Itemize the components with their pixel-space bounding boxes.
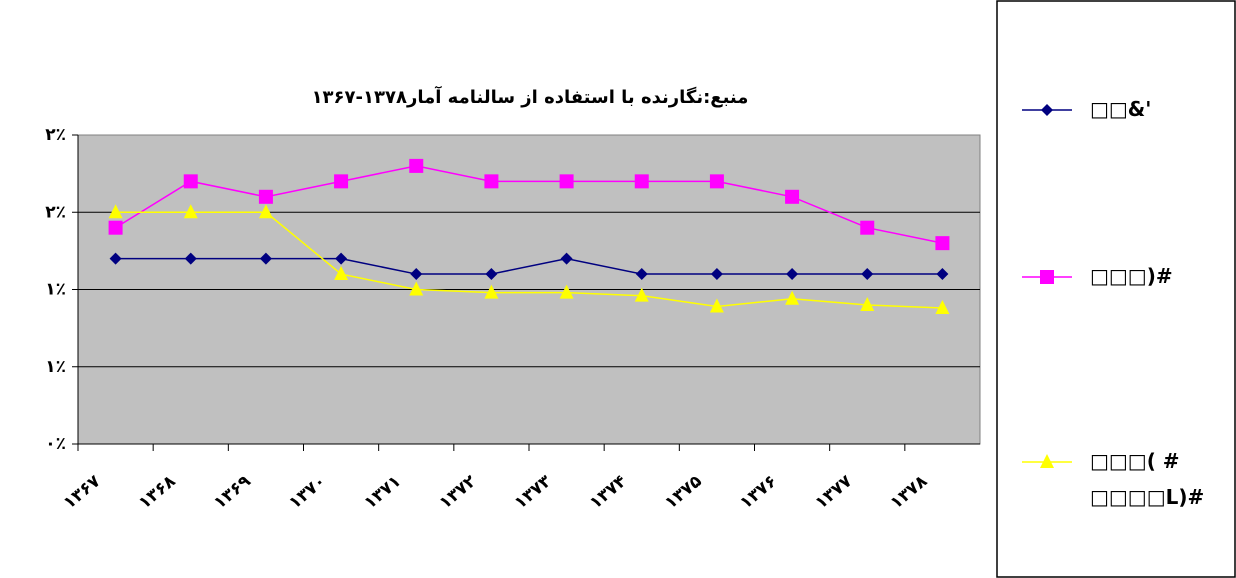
x-tick-label: ۱۳۷۲ xyxy=(436,471,481,513)
marker xyxy=(935,236,950,251)
marker xyxy=(1040,454,1054,468)
marker xyxy=(258,189,273,204)
y-tick-label: ۱٪ xyxy=(45,357,66,377)
marker xyxy=(108,220,123,235)
series-line xyxy=(115,257,943,275)
marker xyxy=(335,252,348,265)
x-tick-label: ۱۳۷۵ xyxy=(661,471,706,513)
marker xyxy=(710,268,723,281)
legend-label: □□□)# xyxy=(1090,264,1173,288)
marker xyxy=(635,268,648,281)
x-tick-label: ۱۳۷۴ xyxy=(586,471,631,513)
legend-box xyxy=(996,0,1236,578)
marker xyxy=(935,300,950,315)
legend-label: □□□( # □□□□L)# xyxy=(1090,449,1204,509)
marker xyxy=(860,296,875,311)
marker xyxy=(484,284,499,299)
marker xyxy=(709,298,724,313)
marker xyxy=(258,204,273,219)
marker xyxy=(559,174,574,189)
x-tick-label: ۱۳۶۹ xyxy=(210,471,255,513)
marker xyxy=(559,284,574,299)
x-tick-label: ۱۳۷۷ xyxy=(811,471,856,513)
legend-label: □□&' xyxy=(1090,97,1151,121)
marker xyxy=(334,174,349,189)
marker xyxy=(184,252,197,265)
marker xyxy=(786,268,799,281)
x-tick-label: ۱۳۶۷ xyxy=(60,471,105,513)
marker xyxy=(485,268,498,281)
y-tick-label: ۲٪ xyxy=(45,202,66,222)
x-tick-label: ۱۳۷۳ xyxy=(511,471,556,513)
x-tick-label: ۱۳۷۱ xyxy=(360,471,405,513)
marker xyxy=(785,290,800,305)
legend-line-text: □□□□L)# xyxy=(1090,485,1204,509)
marker xyxy=(709,174,724,189)
marker xyxy=(861,268,874,281)
y-tick-label: ۱٪ xyxy=(45,280,66,300)
marker xyxy=(634,174,649,189)
series-line xyxy=(115,165,943,244)
marker xyxy=(334,266,349,281)
marker xyxy=(410,268,423,281)
marker xyxy=(1040,270,1054,284)
legend-line-text: □□□( # xyxy=(1090,449,1180,473)
marker xyxy=(560,252,573,265)
marker xyxy=(108,204,123,219)
x-tick-label: ۱۳۷۸ xyxy=(887,471,932,513)
marker xyxy=(409,281,424,296)
legend-line-text: □□□)# xyxy=(1090,264,1173,288)
marker xyxy=(409,158,424,173)
chart-title: منبع:نگارنده با استفاده از سالنامه آمار۱… xyxy=(312,85,749,108)
marker xyxy=(634,287,649,302)
marker xyxy=(785,189,800,204)
marker xyxy=(109,252,122,265)
x-tick-label: ۱۳۷۶ xyxy=(736,471,781,513)
legend-line-text: □□&' xyxy=(1090,97,1151,121)
y-tick-label: ۰٪ xyxy=(45,434,66,454)
marker xyxy=(936,268,949,281)
x-tick-label: ۱۳۶۸ xyxy=(135,471,180,513)
marker xyxy=(259,252,272,265)
marker xyxy=(484,174,499,189)
marker xyxy=(1041,104,1053,116)
x-tick-label: ۱۳۷۰ xyxy=(285,471,330,513)
marker xyxy=(183,174,198,189)
series-line xyxy=(115,211,943,309)
marker xyxy=(183,204,198,219)
marker xyxy=(860,220,875,235)
y-tick-label: ۲٪ xyxy=(45,125,66,145)
